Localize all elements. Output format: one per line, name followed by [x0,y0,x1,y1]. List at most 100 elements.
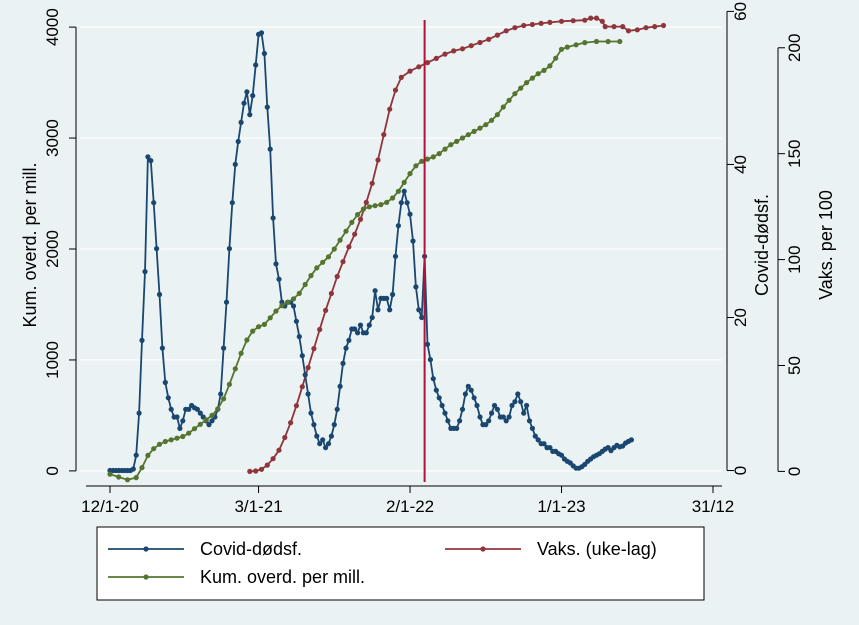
series-2-point-58 [454,138,460,144]
series-0-point-123 [465,383,471,389]
y1-axis-title: Kum. overd. per mill. [20,162,40,327]
series-0-point-14 [148,158,154,164]
series-2-point-59 [459,135,466,141]
series-0-point-136 [503,418,509,424]
series-0-point-138 [509,402,515,409]
series-2-point-38 [337,237,343,243]
series-1-point-49 [599,18,605,24]
series-0-point-46 [241,100,247,106]
series-2-point-33 [308,273,314,279]
series-0-point-143 [524,402,530,409]
series-0-point-146 [532,433,538,439]
series-0-point-76 [328,433,334,439]
series-0-point-144 [526,418,533,424]
series-1-point-32 [451,48,457,54]
series-0-point-88 [363,330,369,336]
series-2-point-52 [419,158,425,164]
series-2-point-37 [331,246,337,252]
series-1-point-46 [582,17,588,23]
series-0-point-104 [410,238,416,244]
series-0-point-90 [369,314,375,321]
series-0-point-155 [558,452,565,458]
series-0-point-135 [500,414,506,420]
series-1-point-24 [387,106,393,112]
series-0-point-107 [419,314,425,321]
y1-tick-label-4: 4000 [43,8,62,46]
y3-tick-label-3: 150 [785,139,804,167]
series-2-point-17 [215,406,221,412]
series-0-point-47 [244,89,250,95]
series-1-point-17 [346,244,352,250]
series-0-point-44 [235,138,241,145]
series-0-point-127 [477,414,483,420]
series-2-point-70 [524,80,530,86]
legend: Covid-dødsf. Vaks. (uke-lag) Kum. overd. p… [96,526,705,601]
series-0-point-50 [253,62,259,68]
series-0-point-132 [491,402,498,409]
series-0-point-110 [427,357,433,363]
series-2-point-67 [506,97,512,103]
y1-tick-label-2: 2000 [43,230,62,268]
series-2-point-1 [116,474,122,480]
series-0-point-98 [392,253,399,259]
series-0-point-125 [471,395,477,401]
series-0-point-111 [430,376,436,382]
series-0-point-35 [209,418,215,424]
series-0-point-77 [331,422,337,428]
series-0-point-105 [413,284,419,290]
series-0-point-73 [320,437,326,443]
series-0-point-97 [390,291,396,298]
series-2-point-65 [494,112,500,118]
series-0-point-86 [357,322,364,328]
series-2-point-66 [500,104,506,110]
series-0-point-120 [457,418,463,424]
series-1-point-48 [593,15,600,21]
series-0-point-149 [541,441,547,447]
series-2-point-6 [151,446,157,452]
series-0-point-12 [142,269,148,275]
series-1-point-19 [357,216,364,222]
series-0-point-25 [180,418,186,424]
series-2-point-51 [413,163,419,169]
series-2-point-53 [424,156,431,162]
series-1-point-1 [253,468,259,474]
series-2-point-44 [372,203,378,209]
legend-label-2: Kum. overd. per mill. [200,567,365,587]
series-1-point-4 [270,456,276,462]
series-2-point-74 [547,63,553,69]
series-1-point-31 [442,51,448,57]
series-1-point-52 [620,24,626,30]
series-0-point-84 [352,326,358,332]
series-0-point-69 [308,410,314,416]
series-0-point-141 [518,399,524,405]
series-1-point-54 [634,27,640,33]
legend-marker-2 [143,574,149,580]
series-2-point-61 [471,128,477,134]
series-1-point-13 [323,307,329,313]
series-0-point-80 [340,360,346,366]
series-0-point-68 [305,391,311,397]
y3-tick-label-0: 0 [785,467,804,476]
series-0-point-39 [221,345,227,351]
series-2-point-77 [564,44,570,50]
legend-marker-0 [143,546,149,552]
series-0-point-140 [515,391,521,397]
series-0-point-129 [483,422,489,428]
series-0-point-57 [273,261,279,267]
series-2 [107,38,623,483]
series-0-point-66 [299,353,305,359]
series-0-point-10 [136,410,142,416]
series-2-point-82 [617,38,623,45]
series-0-point-96 [387,307,393,313]
series-1-point-8 [293,403,299,409]
series-0-point-9 [133,452,139,458]
series-0-point-133 [494,406,500,412]
series-1-point-25 [392,87,399,93]
series-2-point-46 [384,199,390,205]
series-2-point-64 [489,117,495,123]
legend-marker-1 [480,546,486,552]
series-0-point-45 [238,119,244,125]
series-1-point-7 [288,420,294,426]
series-0-point-179 [628,437,635,443]
y2-axis-title: Covid-dødsf. [752,194,772,296]
